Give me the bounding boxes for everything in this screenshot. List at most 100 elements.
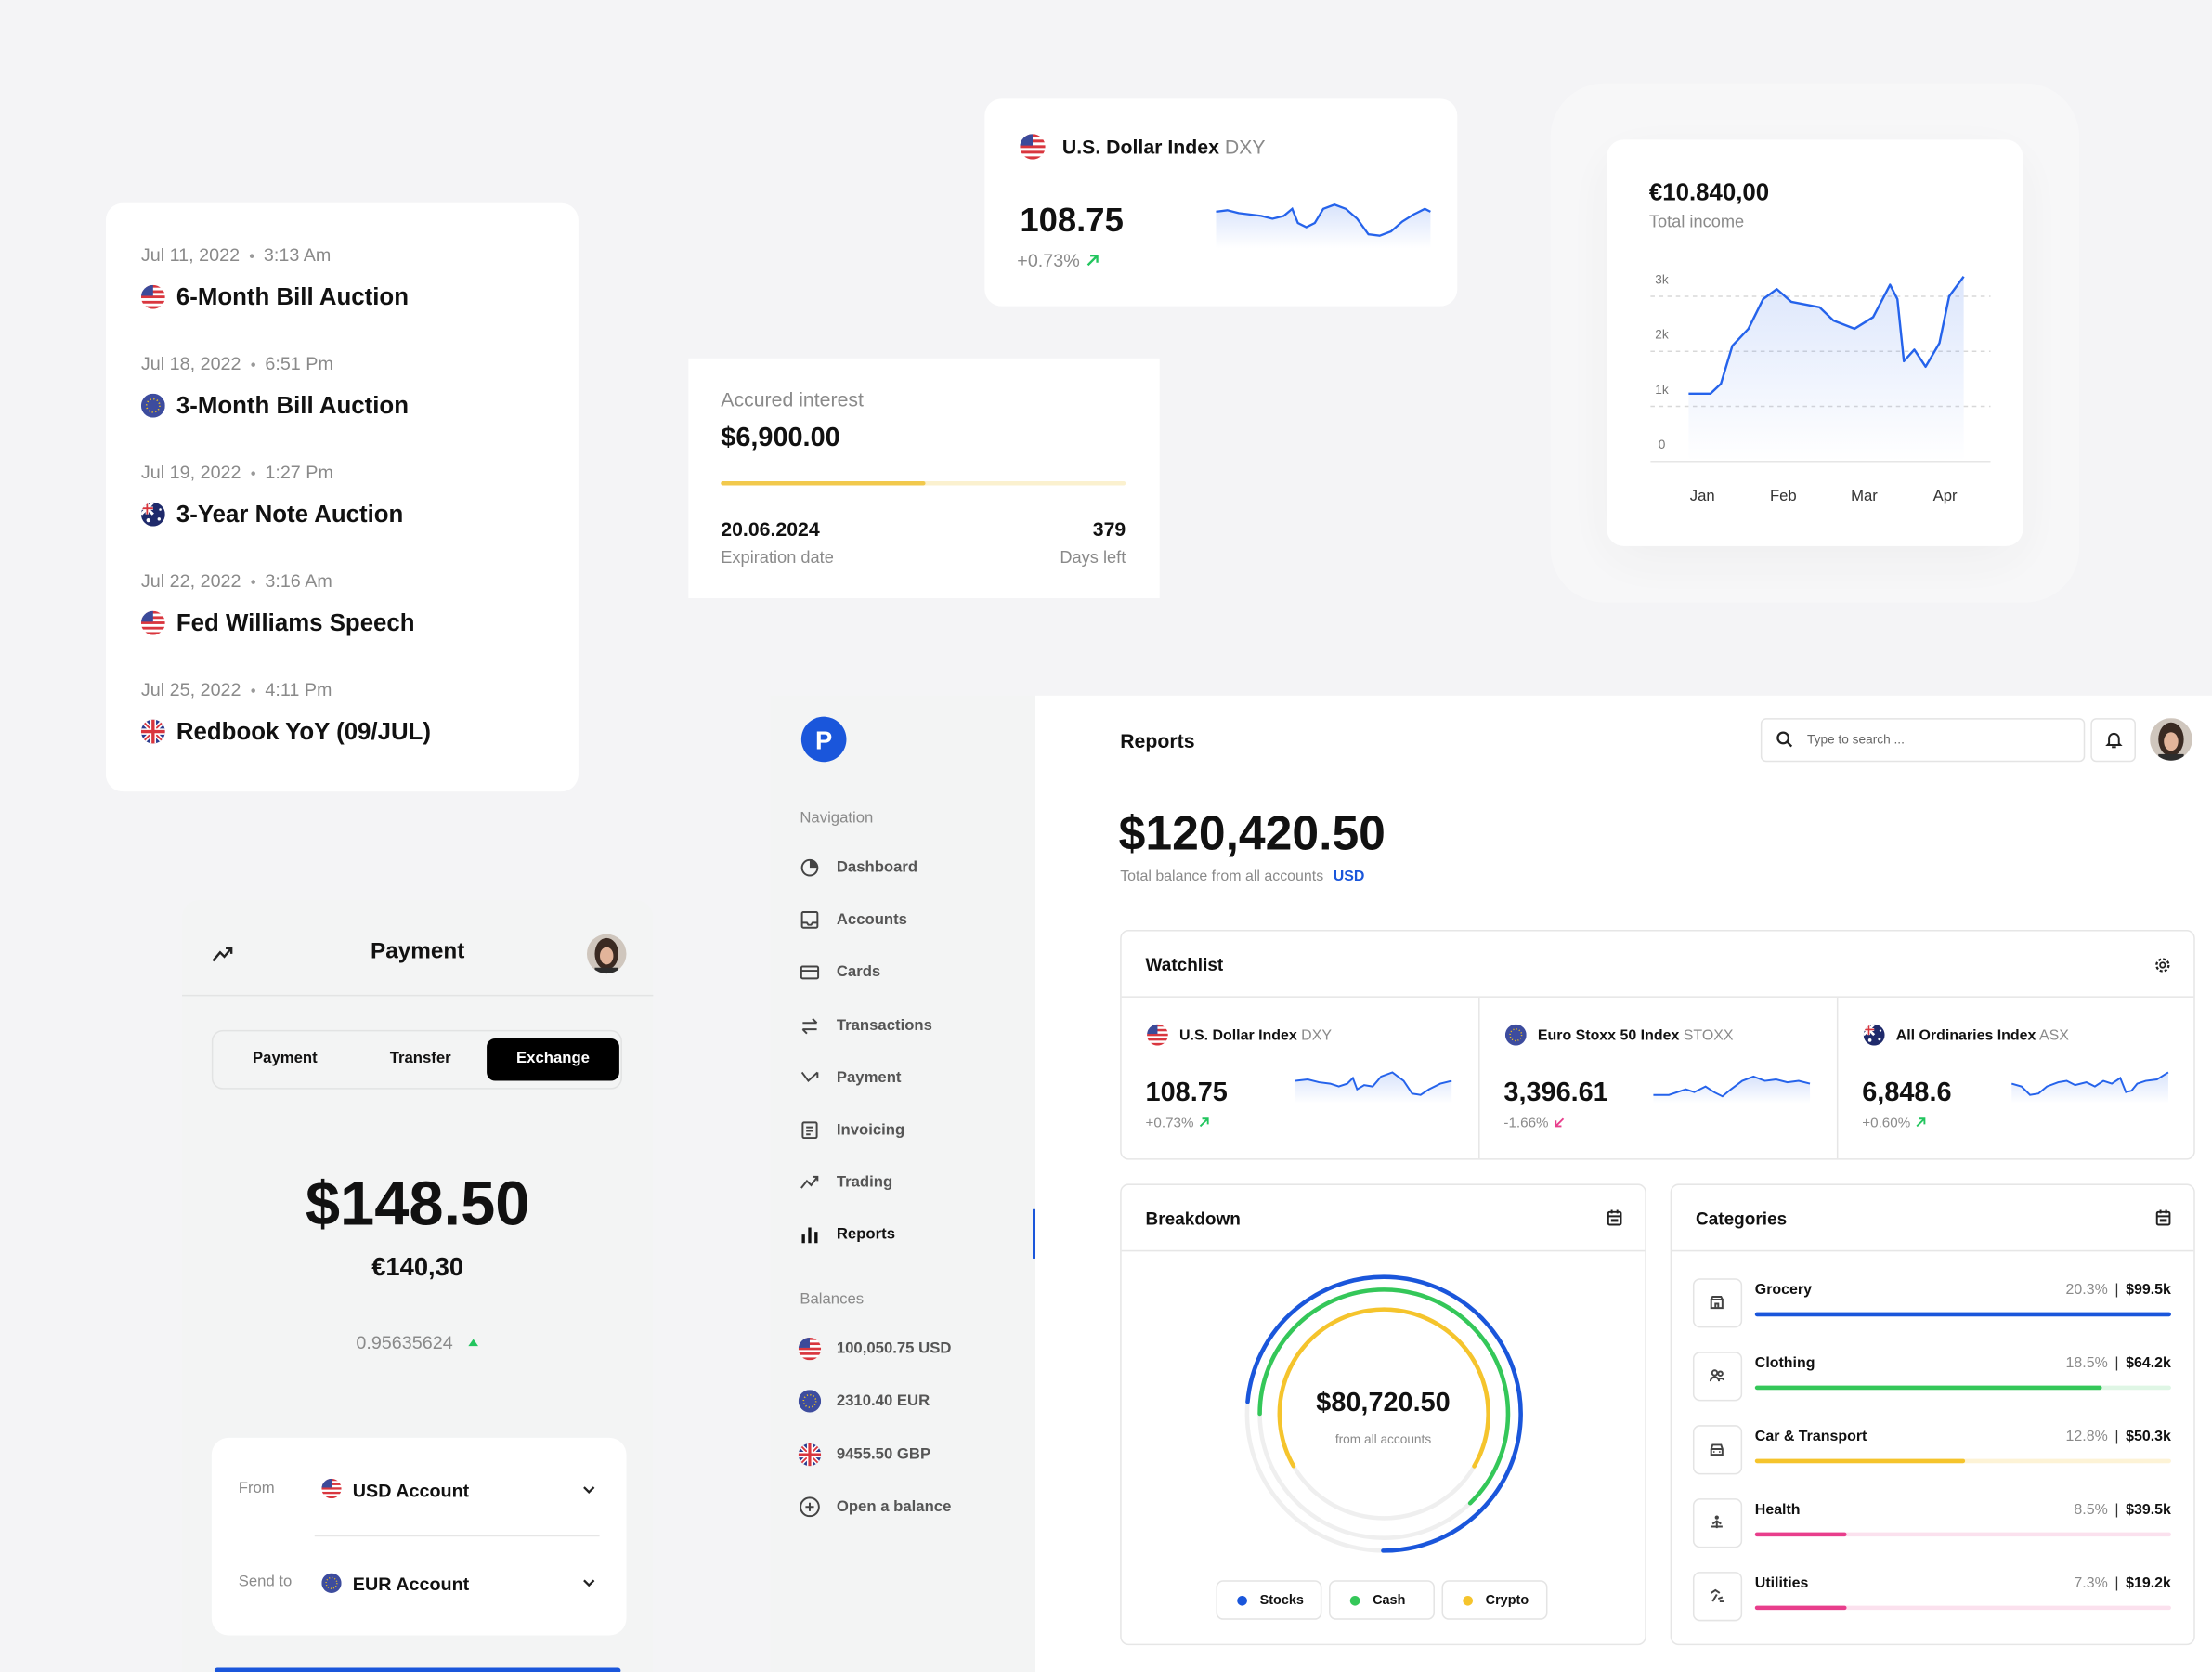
category-icon [1692, 1352, 1743, 1402]
watch-change: -1.66% [1503, 1117, 1565, 1132]
flag [1864, 1025, 1885, 1046]
watch-value: 6,848.6 [1862, 1078, 1952, 1108]
category-name: Health [1754, 1501, 1801, 1519]
tab[interactable]: Payment [253, 1050, 318, 1067]
icon [1709, 1369, 1725, 1382]
watch-ticker: DXY [1301, 1026, 1332, 1045]
nav-item[interactable]: Accounts [836, 911, 907, 929]
watch-value: 3,396.61 [1503, 1078, 1608, 1108]
legend-item[interactable]: Cash [1329, 1580, 1435, 1620]
currency[interactable]: USD [1333, 868, 1365, 885]
trend-icon[interactable] [212, 944, 234, 963]
change-text: +0.73% [1145, 1116, 1194, 1132]
search-box[interactable]: Type to search ... [1760, 718, 2086, 763]
sparkline [1653, 1075, 1811, 1104]
chevron[interactable] [582, 1579, 595, 1587]
divider [1121, 1249, 1646, 1252]
event-time: Jul 11, 2022 3:13 Am [141, 245, 331, 264]
calendar-icon[interactable] [1607, 1209, 1622, 1226]
categories-title: Categories [1695, 1208, 1788, 1230]
calendar-icon[interactable] [2155, 1209, 2171, 1226]
primary-button[interactable] [214, 1667, 621, 1672]
legend-item[interactable]: Crypto [1441, 1580, 1548, 1620]
category-bar [1754, 1385, 2102, 1391]
legend-dot [1349, 1595, 1360, 1606]
avatar[interactable] [587, 934, 627, 974]
bell-icon [2105, 732, 2123, 749]
from-account[interactable]: USD Account [352, 1480, 470, 1502]
category-share: 18.5% [2065, 1354, 2108, 1372]
category-icon [1692, 1278, 1743, 1328]
breakdown-label: from all accounts [1334, 1431, 1432, 1446]
sparkline [1295, 1071, 1452, 1104]
category-track [1754, 1532, 2171, 1537]
event-title: 3-Month Bill Auction [176, 392, 409, 420]
flag [321, 1573, 342, 1593]
tab[interactable]: Transfer [389, 1050, 451, 1067]
up-arrow [1086, 255, 1099, 267]
separator [251, 688, 255, 693]
rate: 0.95635624 [356, 1331, 453, 1353]
chevron[interactable] [582, 1485, 595, 1494]
tab-active[interactable]: Exchange [487, 1038, 619, 1081]
legend-label: Crypto [1485, 1592, 1529, 1609]
separator [249, 254, 254, 259]
category-icon [1692, 1498, 1743, 1548]
events-card: Jul 11, 2022 3:13 Am 6-Month Bill Auction J… [105, 202, 579, 792]
nav-item[interactable]: Dashboard [836, 859, 918, 877]
category-amount: $99.5k [2126, 1281, 2171, 1299]
tab-label[interactable]: Exchange [516, 1050, 590, 1067]
nav-icon [800, 858, 819, 877]
balance-item[interactable]: Open a balance [836, 1498, 952, 1516]
main: Reports Type to search ... $120,420.50 T… [1035, 695, 2212, 1672]
event-time: Jul 25, 2022 4:11 Pm [141, 680, 332, 699]
nav-item[interactable]: Cards [836, 964, 881, 982]
event-title: 6-Month Bill Auction [176, 283, 409, 311]
search-icon [1776, 731, 1793, 748]
watchlist-title: Watchlist [1145, 955, 1224, 975]
add-icon [800, 1496, 820, 1517]
watchlist-card: Watchlist U.S. Dollar Index DXY 108.75 +0.… [1120, 930, 2195, 1160]
index-name: U.S. Dollar Index [1061, 135, 1219, 159]
income-card: €10.840,00 Total income 0 1k 2k 3k Jan Feb Mar… [1607, 139, 2023, 546]
event-date: Jul 11, 2022 [140, 243, 241, 266]
event-date: Jul 25, 2022 [140, 678, 241, 700]
breakdown-card: Breakdown $80,720.50 from all accounts S… [1120, 1183, 1646, 1646]
category-amount: $39.5k [2126, 1501, 2171, 1519]
flag [141, 285, 165, 309]
category-share: 8.5% [2074, 1501, 2108, 1519]
separator: | [2114, 1354, 2119, 1372]
balance-item: 100,050.75 USD [836, 1340, 952, 1358]
bell-button[interactable] [2090, 718, 2136, 763]
x-tick-label: Feb [1770, 487, 1797, 504]
nav-icon [801, 1121, 818, 1140]
settings-icon[interactable] [2154, 957, 2171, 973]
nav-item[interactable]: Trading [836, 1174, 893, 1192]
nav-item[interactable]: Reports [836, 1226, 895, 1244]
event-date: Jul 18, 2022 [140, 352, 241, 374]
separator: | [2114, 1281, 2119, 1299]
icon [1710, 1443, 1724, 1456]
sparkline [2011, 1071, 2169, 1104]
category-figures: 20.3% | $99.5k [2066, 1281, 2171, 1299]
flag [799, 1443, 821, 1465]
avatar[interactable] [2150, 718, 2192, 761]
category-icon [1692, 1425, 1743, 1475]
nav-icon [800, 911, 819, 930]
nav-item[interactable]: Transactions [836, 1016, 932, 1034]
interest-label: Accured interest [721, 387, 864, 411]
balance-item: 9455.50 GBP [836, 1445, 931, 1463]
nav-item[interactable]: Invoicing [836, 1121, 905, 1139]
legend-item[interactable]: Stocks [1216, 1580, 1322, 1620]
balance-item: 2310.40 EUR [836, 1392, 930, 1410]
category-share: 12.8% [2065, 1428, 2108, 1445]
logo[interactable]: P [800, 716, 847, 763]
payment-panel: Payment Payment Transfer Exchange $148.5… [181, 900, 654, 1672]
icon [1711, 1588, 1724, 1603]
income-chart: 0 1k 2k 3k Jan Feb Mar Apr [1650, 272, 1991, 504]
divider [1672, 1249, 2194, 1252]
breakdown-title: Breakdown [1145, 1208, 1241, 1230]
to-account[interactable]: EUR Account [352, 1573, 470, 1595]
nav-item[interactable]: Payment [836, 1069, 902, 1087]
